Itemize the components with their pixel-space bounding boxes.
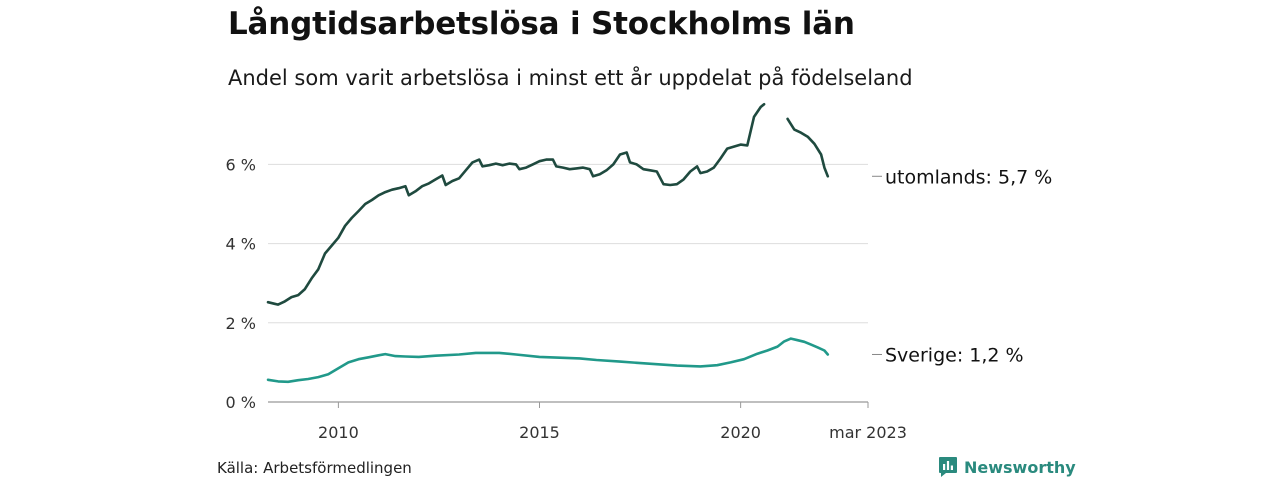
x-tick-label: 2020 xyxy=(720,423,761,442)
y-tick-label: 6 % xyxy=(226,155,256,174)
end-label-utomlands: utomlands: 5,7 % xyxy=(885,166,1052,188)
source-note: Källa: Arbetsförmedlingen xyxy=(217,459,412,477)
chart-title: Långtidsarbetslösa i Stockholms län xyxy=(228,6,855,42)
series-line-utomlands xyxy=(266,102,830,306)
y-tick-label: 0 % xyxy=(226,393,256,412)
newsworthy-logo-icon xyxy=(939,457,957,477)
x-tick-label: 2015 xyxy=(519,423,560,442)
series-line-sverige xyxy=(266,337,830,384)
y-tick-label: 4 % xyxy=(226,235,256,254)
brand-logo[interactable]: Newsworthy xyxy=(938,456,1076,478)
brand-name: Newsworthy xyxy=(964,457,1076,477)
y-tick-label: 2 % xyxy=(226,314,256,333)
x-tick-label: mar 2023 xyxy=(829,423,907,442)
end-label-sverige: Sverige: 1,2 % xyxy=(885,344,1024,366)
x-tick-label: 2010 xyxy=(318,423,359,442)
chart-subtitle: Andel som varit arbetslösa i minst ett å… xyxy=(228,66,913,90)
